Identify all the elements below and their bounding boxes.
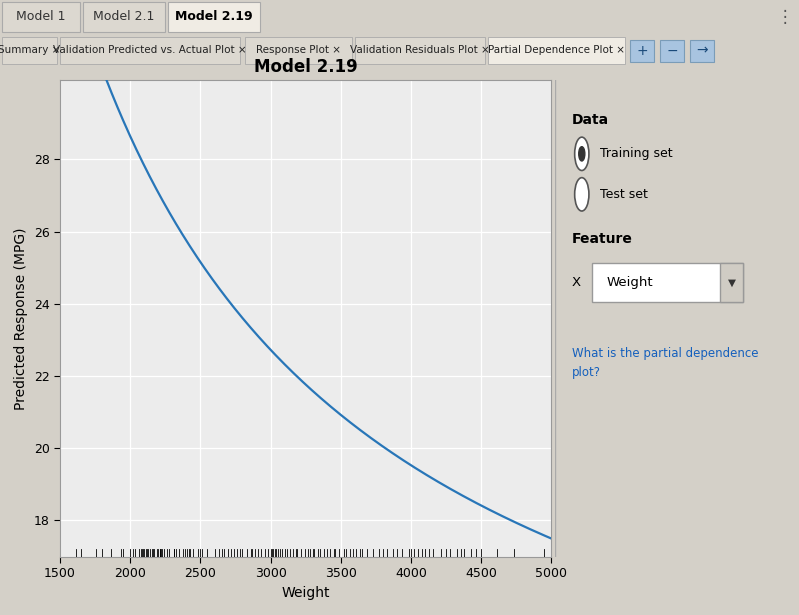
- Text: Summary ×: Summary ×: [0, 46, 61, 55]
- Text: Data: Data: [571, 113, 609, 127]
- Text: Partial Dependence Plot ×: Partial Dependence Plot ×: [488, 46, 625, 55]
- Text: +: +: [636, 44, 648, 58]
- FancyBboxPatch shape: [355, 37, 485, 64]
- FancyBboxPatch shape: [60, 37, 240, 64]
- Text: Validation Predicted vs. Actual Plot ×: Validation Predicted vs. Actual Plot ×: [54, 46, 247, 55]
- Text: Feature: Feature: [571, 232, 633, 247]
- FancyBboxPatch shape: [690, 40, 714, 62]
- Text: Model 1: Model 1: [16, 10, 66, 23]
- Y-axis label: Predicted Response (MPG): Predicted Response (MPG): [14, 227, 28, 410]
- Text: Weight: Weight: [606, 276, 653, 289]
- FancyBboxPatch shape: [721, 263, 743, 301]
- FancyBboxPatch shape: [168, 2, 260, 32]
- FancyBboxPatch shape: [630, 40, 654, 62]
- Text: What is the partial dependence
plot?: What is the partial dependence plot?: [571, 347, 758, 379]
- FancyBboxPatch shape: [2, 37, 57, 64]
- Circle shape: [578, 147, 585, 161]
- FancyBboxPatch shape: [592, 263, 743, 301]
- Text: Model 2.1: Model 2.1: [93, 10, 155, 23]
- FancyBboxPatch shape: [83, 2, 165, 32]
- FancyBboxPatch shape: [660, 40, 684, 62]
- Text: X: X: [571, 276, 581, 289]
- FancyBboxPatch shape: [488, 37, 625, 64]
- Text: −: −: [666, 44, 678, 58]
- Circle shape: [574, 178, 589, 211]
- FancyBboxPatch shape: [2, 2, 80, 32]
- FancyBboxPatch shape: [245, 37, 352, 64]
- Text: Response Plot ×: Response Plot ×: [256, 46, 341, 55]
- Text: ▼: ▼: [728, 277, 736, 288]
- Title: Model 2.19: Model 2.19: [254, 58, 357, 76]
- Text: ⋮: ⋮: [777, 8, 793, 26]
- Text: Test set: Test set: [600, 188, 648, 201]
- Text: Validation Residuals Plot ×: Validation Residuals Plot ×: [350, 46, 490, 55]
- Text: →: →: [696, 44, 708, 58]
- X-axis label: Weight: Weight: [281, 585, 330, 600]
- Text: Model 2.19: Model 2.19: [175, 10, 252, 23]
- Circle shape: [574, 137, 589, 170]
- Text: Training set: Training set: [600, 148, 673, 161]
